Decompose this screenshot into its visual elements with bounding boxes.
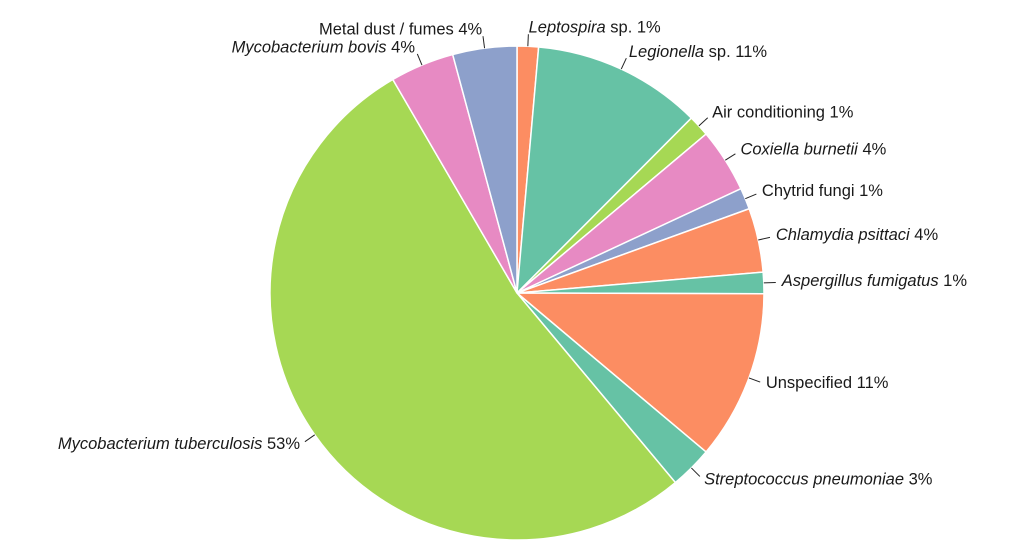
- label-name: Legionella: [629, 43, 704, 61]
- leader-chytrid-fungi: [745, 193, 757, 200]
- label-percent: 1%: [632, 19, 661, 37]
- label-chytrid-fungi: Chytrid fungi 1%: [762, 182, 883, 200]
- label-metal-dust-fumes: Metal dust / fumes 4%: [319, 21, 483, 39]
- label-percent: 11%: [852, 375, 889, 393]
- label-name: Aspergillus fumigatus: [781, 273, 939, 291]
- label-legionella: Legionella sp. 11%: [629, 43, 768, 61]
- label-unspecified: Unspecified 11%: [766, 375, 889, 393]
- label-name: Mycobacterium bovis: [232, 39, 387, 57]
- label-percent: 4%: [454, 21, 483, 39]
- leader-chlamydia-psittaci: [758, 236, 771, 241]
- slice-labels: Leptospira sp. 1% Legionella sp. 11% Air c…: [58, 19, 967, 489]
- label-coxiella-burnetii: Coxiella burnetii 4%: [740, 141, 886, 159]
- label-percent: 3%: [904, 471, 933, 489]
- label-mycobacterium-bovis: Mycobacterium bovis 4%: [232, 39, 416, 57]
- leader-streptococcus-pneumoniae: [691, 467, 701, 477]
- label-name: Air conditioning: [712, 104, 825, 122]
- label-percent: 53%: [262, 435, 300, 453]
- label-name: Chytrid fungi: [762, 182, 855, 200]
- leader-unspecified: [748, 377, 761, 383]
- leader-metal-dust-fumes: [482, 36, 486, 49]
- slice-mycobacterium-tuberculosis: [269, 78, 677, 541]
- label-streptococcus-pneumoniae: Streptococcus pneumoniae 3%: [704, 471, 933, 489]
- label-leptospira: Leptospira sp. 1%: [529, 19, 661, 37]
- label-percent: 4%: [387, 39, 416, 57]
- label-percent: 11%: [731, 43, 768, 61]
- label-percent: 1%: [855, 182, 884, 200]
- label-mycobacterium-tuberculosis: Mycobacterium tuberculosis 53%: [58, 435, 300, 453]
- label-suffix: sp.: [606, 19, 633, 37]
- leader-coxiella-burnetii: [725, 153, 736, 161]
- label-name: Unspecified: [766, 375, 852, 393]
- label-air-conditioning: Air conditioning 1%: [712, 104, 854, 122]
- label-name: Chlamydia psittaci: [776, 226, 911, 244]
- label-percent: 4%: [858, 141, 887, 159]
- pie-slices: [269, 45, 765, 541]
- leader-mycobacterium-bovis: [416, 53, 423, 66]
- label-percent: 1%: [939, 273, 968, 291]
- leader-leptospira: [527, 34, 529, 47]
- label-name: Leptospira: [529, 19, 606, 37]
- leader-air-conditioning: [698, 117, 709, 127]
- leader-legionella: [620, 57, 627, 70]
- label-name: Streptococcus pneumoniae: [704, 471, 904, 489]
- label-name: Coxiella burnetii: [740, 141, 859, 159]
- label-name: Metal dust / fumes: [319, 21, 454, 39]
- label-percent: 4%: [910, 226, 939, 244]
- slice-legionella: [516, 46, 693, 295]
- label-suffix: sp.: [704, 43, 731, 61]
- label-chlamydia-psittaci: Chlamydia psittaci 4%: [776, 226, 939, 244]
- leader-lines: [304, 34, 776, 477]
- label-aspergillus-fumigatus: Aspergillus fumigatus 1%: [781, 273, 968, 291]
- slice-metal-dust-fumes: [451, 45, 518, 294]
- label-name: Mycobacterium tuberculosis: [58, 435, 263, 453]
- label-percent: 1%: [825, 104, 854, 122]
- leader-mycobacterium-tuberculosis: [304, 434, 316, 443]
